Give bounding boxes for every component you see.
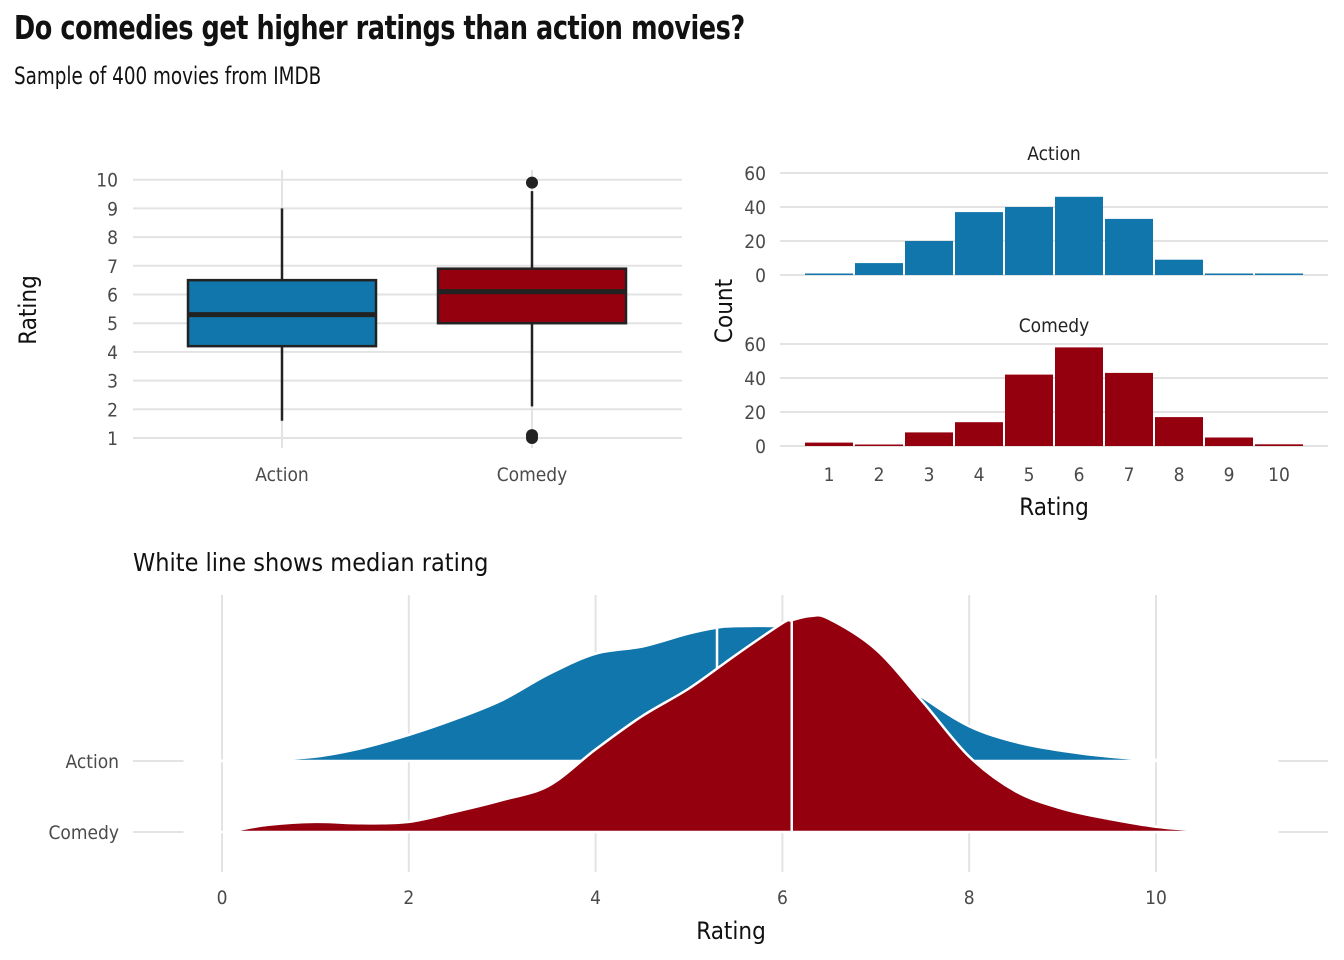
hist-bar-comedy [955, 422, 1003, 446]
box-y-tick-label: 10 [96, 170, 118, 192]
hist-x-axis-title: Rating [1019, 493, 1089, 521]
box-y-tick-label: 7 [107, 256, 118, 278]
ridge-y-tick-label: Comedy [48, 822, 119, 844]
hist-x-tick-label: 7 [1124, 464, 1135, 486]
hist-x-tick-label: 3 [924, 464, 935, 486]
box-outlier-point [526, 432, 538, 444]
ridge-x-tick-label: 2 [403, 887, 414, 909]
ridge-x-tick-label: 6 [777, 887, 788, 909]
ridgeline-panel: White line shows median rating 0 2 4 6 8 10 Act… [48, 548, 1328, 945]
hist-bar-comedy [805, 442, 853, 446]
hist-y-tick-label: 40 [744, 368, 766, 390]
hist-bar-action [1155, 259, 1203, 275]
hist-bar-action [805, 273, 853, 275]
hist-x-tick-label: 9 [1224, 464, 1235, 486]
box-x-tick-label: Action [255, 464, 309, 486]
hist-x-tick-label: 8 [1174, 464, 1185, 486]
ridge-y-tick-label: Action [66, 751, 120, 773]
hist-x-tick-label: 5 [1024, 464, 1035, 486]
box-y-tick-label: 3 [107, 371, 118, 393]
box-y-tick-label: 6 [107, 285, 118, 307]
ridge-x-tick-label: 0 [217, 887, 228, 909]
hist-x-tick-label: 6 [1074, 464, 1085, 486]
hist-facet-label: Action [1027, 143, 1081, 165]
box-y-axis-title: Rating [14, 275, 42, 345]
hist-bar-action [1205, 273, 1253, 275]
hist-y-tick-label: 0 [755, 436, 766, 458]
hist-bar-comedy [905, 432, 953, 446]
hist-x-tick-label: 1 [824, 464, 835, 486]
box-outlier-point [526, 176, 538, 189]
hist-bar-action [1005, 207, 1053, 275]
ridge-panel-subtitle: White line shows median rating [133, 548, 488, 577]
box-y-tick-label: 2 [107, 399, 118, 421]
hist-y-tick-label: 20 [744, 402, 766, 424]
hist-bar-action [955, 212, 1003, 275]
hist-bar-comedy [1255, 444, 1303, 446]
ridge-x-tick-label: 4 [590, 887, 601, 909]
density-comedy [183, 613, 1279, 834]
hist-x-tick-label: 4 [974, 464, 985, 486]
hist-bar-comedy [1055, 347, 1103, 446]
boxplot-panel: 1 2 3 4 5 6 7 8 9 10 Rating Action Comedy [14, 170, 682, 486]
hist-y-tick-label: 60 [744, 334, 766, 356]
box-x-tick-label: Comedy [497, 464, 568, 486]
chart-subtitle: Sample of 400 movies from IMDB [14, 62, 322, 90]
hist-x-tick-label: 2 [874, 464, 885, 486]
hist-y-tick-label: 40 [744, 197, 766, 219]
hist-bar-action [855, 263, 903, 275]
hist-y-axis-title: Count [710, 279, 738, 343]
box-y-tick-label: 1 [107, 428, 118, 450]
hist-bar-comedy [1105, 372, 1153, 446]
hist-x-tick-label: 10 [1268, 464, 1290, 486]
box-comedy [436, 267, 628, 325]
hist-facet-label: Comedy [1019, 315, 1090, 337]
hist-bar-comedy [855, 444, 903, 446]
box-y-tick-label: 4 [107, 342, 118, 364]
ridge-x-tick-label: 8 [964, 887, 975, 909]
box-y-tick-label: 9 [107, 198, 118, 220]
histogram-panel: Action 0 20 40 60 Comedy 0 20 40 60 1 2 3 4 5 6 7 8 9 10 Rat… [710, 143, 1328, 521]
hist-y-tick-label: 20 [744, 231, 766, 253]
hist-bar-comedy [1205, 437, 1253, 446]
hist-y-tick-label: 0 [755, 265, 766, 287]
hist-y-tick-label: 60 [744, 163, 766, 185]
hist-bar-comedy [1005, 374, 1053, 446]
hist-bar-comedy [1155, 417, 1203, 446]
hist-bar-action [1055, 196, 1103, 275]
box-y-tick-label: 5 [107, 313, 118, 335]
hist-bar-action [1105, 218, 1153, 275]
chart-title: Do comedies get higher ratings than acti… [14, 8, 745, 47]
ridge-x-axis-title: Rating [696, 917, 766, 945]
hist-bar-action [1255, 273, 1303, 275]
ridge-x-tick-label: 10 [1145, 887, 1167, 909]
box-y-tick-label: 8 [107, 227, 118, 249]
hist-bar-action [905, 241, 953, 275]
